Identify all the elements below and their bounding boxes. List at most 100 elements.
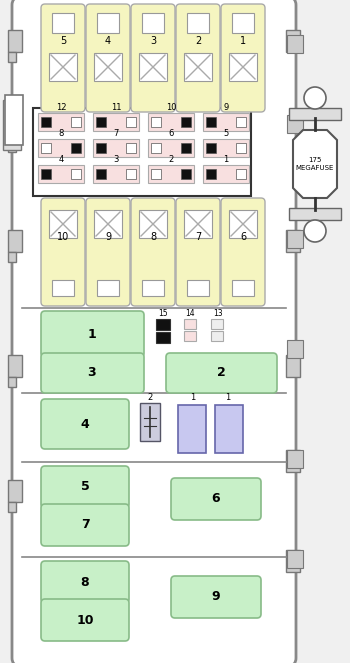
Text: 5: 5 xyxy=(223,129,229,139)
Text: 2: 2 xyxy=(168,156,174,164)
FancyBboxPatch shape xyxy=(221,198,265,306)
Text: 12: 12 xyxy=(56,103,66,113)
Bar xyxy=(184,331,196,341)
Bar xyxy=(71,117,81,127)
Text: 15: 15 xyxy=(158,308,168,318)
Text: 13: 13 xyxy=(213,308,223,318)
Bar xyxy=(286,30,300,52)
Circle shape xyxy=(304,220,326,242)
Bar xyxy=(140,403,160,441)
Text: 8: 8 xyxy=(150,232,156,242)
Bar xyxy=(287,35,303,53)
Text: 9: 9 xyxy=(223,103,229,113)
Bar xyxy=(181,143,191,153)
Text: 1: 1 xyxy=(88,328,96,341)
Text: 1: 1 xyxy=(225,394,231,402)
Bar xyxy=(181,117,191,127)
FancyBboxPatch shape xyxy=(41,311,144,357)
Bar xyxy=(215,405,243,453)
Bar xyxy=(71,143,81,153)
Text: 9: 9 xyxy=(212,591,220,603)
Bar xyxy=(287,550,303,568)
Bar xyxy=(49,210,77,238)
Bar xyxy=(52,13,74,33)
Bar xyxy=(3,100,21,150)
Bar xyxy=(96,169,106,179)
Bar xyxy=(286,550,300,572)
Bar xyxy=(287,230,303,248)
Bar xyxy=(8,230,22,252)
Bar xyxy=(287,115,303,133)
Text: 6: 6 xyxy=(212,493,220,505)
Bar xyxy=(232,280,254,296)
Bar xyxy=(94,210,122,238)
FancyBboxPatch shape xyxy=(221,4,265,112)
Bar xyxy=(38,139,84,157)
Bar xyxy=(96,117,106,127)
FancyBboxPatch shape xyxy=(171,576,261,618)
Bar xyxy=(148,113,194,131)
Bar xyxy=(286,355,300,377)
FancyBboxPatch shape xyxy=(41,4,85,112)
Bar xyxy=(187,13,209,33)
Polygon shape xyxy=(293,130,337,198)
FancyBboxPatch shape xyxy=(41,198,85,306)
Bar xyxy=(184,53,212,81)
Bar xyxy=(49,53,77,81)
Bar xyxy=(184,319,196,329)
Text: 2: 2 xyxy=(195,36,201,46)
Bar xyxy=(232,13,254,33)
FancyBboxPatch shape xyxy=(41,353,144,393)
Bar xyxy=(8,377,16,387)
Text: 3: 3 xyxy=(88,367,96,379)
Text: 7: 7 xyxy=(113,129,119,139)
Bar xyxy=(286,230,300,252)
Bar xyxy=(93,113,139,131)
Bar xyxy=(8,142,16,152)
Bar xyxy=(229,210,257,238)
Bar xyxy=(94,53,122,81)
Text: 11: 11 xyxy=(111,103,121,113)
Bar xyxy=(52,280,74,296)
Bar xyxy=(97,280,119,296)
Text: 9: 9 xyxy=(105,232,111,242)
Bar xyxy=(8,120,22,142)
Bar xyxy=(287,450,303,468)
Text: 4: 4 xyxy=(58,156,64,164)
Bar xyxy=(8,480,22,502)
FancyBboxPatch shape xyxy=(41,504,129,546)
Bar xyxy=(156,319,170,330)
Bar xyxy=(139,210,167,238)
Circle shape xyxy=(304,87,326,109)
Bar xyxy=(203,113,249,131)
Bar xyxy=(8,355,22,377)
Bar xyxy=(203,139,249,157)
Text: 1: 1 xyxy=(240,36,246,46)
Bar xyxy=(184,210,212,238)
FancyBboxPatch shape xyxy=(41,599,129,641)
Text: 1: 1 xyxy=(223,156,229,164)
Bar xyxy=(142,280,164,296)
Text: 5: 5 xyxy=(60,36,66,46)
Bar xyxy=(211,319,223,329)
Bar xyxy=(206,143,216,153)
Text: 3: 3 xyxy=(150,36,156,46)
Text: 10: 10 xyxy=(166,103,176,113)
Text: 5: 5 xyxy=(80,481,89,493)
Bar xyxy=(229,53,257,81)
Bar xyxy=(142,13,164,33)
Bar xyxy=(148,139,194,157)
Bar xyxy=(126,169,136,179)
Bar xyxy=(287,340,303,358)
Bar xyxy=(41,143,51,153)
Text: 8: 8 xyxy=(81,575,89,589)
Bar xyxy=(187,280,209,296)
Bar xyxy=(156,332,170,343)
Bar xyxy=(8,52,16,62)
FancyBboxPatch shape xyxy=(41,466,129,508)
Bar xyxy=(93,139,139,157)
Bar xyxy=(236,143,246,153)
Bar xyxy=(206,117,216,127)
Bar xyxy=(181,169,191,179)
Bar xyxy=(38,113,84,131)
